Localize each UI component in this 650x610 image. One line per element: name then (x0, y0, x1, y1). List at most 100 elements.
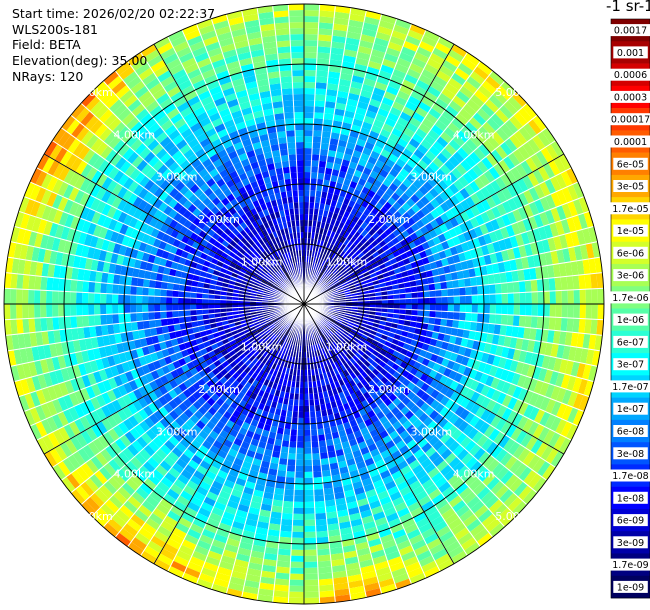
ppi-cell (202, 293, 209, 299)
ppi-cell (70, 315, 78, 329)
ppi-cell (517, 415, 529, 430)
ppi-cell (505, 170, 518, 184)
ppi-cell (358, 277, 366, 283)
ppi-cell (284, 336, 290, 343)
ppi-cell (470, 205, 481, 217)
ppi-cell (25, 245, 35, 261)
ppi-cell (533, 380, 544, 395)
ppi-cell (179, 322, 187, 331)
ppi-cell (232, 307, 239, 312)
ppi-cell (238, 541, 253, 551)
ppi-cell (339, 410, 347, 419)
ppi-cell (429, 399, 440, 410)
ppi-cell (392, 177, 403, 188)
ppi-cell (454, 262, 463, 272)
ppi-cell (319, 403, 327, 411)
ppi-cell (443, 468, 457, 482)
ppi-cell (337, 315, 344, 320)
ppi-cell (324, 316, 330, 321)
ppi-cell (25, 215, 36, 232)
ppi-cell (375, 31, 392, 42)
ppi-cell (277, 358, 283, 366)
ppi-cell (550, 343, 559, 358)
ppi-cell (68, 392, 80, 407)
ppi-cell (469, 71, 486, 85)
ppi-cell (444, 248, 453, 258)
ppi-cell (583, 211, 594, 228)
ppi-cell (434, 42, 451, 55)
ppi-cell (243, 349, 251, 357)
ppi-cell (477, 468, 492, 483)
ppi-cell (124, 322, 133, 333)
ppi-cell (31, 216, 42, 233)
ppi-cell (533, 184, 546, 200)
ppi-cell (396, 323, 404, 331)
ppi-cell (370, 124, 383, 135)
ppi-cell (364, 457, 375, 467)
ppi-cell (264, 359, 271, 367)
ppi-cell (350, 253, 358, 260)
ppi-cell (457, 532, 474, 546)
ppi-cell (269, 462, 279, 470)
ppi-cell (266, 437, 276, 445)
ppi-cell (304, 208, 310, 215)
ppi-cell (53, 264, 62, 279)
ppi-cell (579, 289, 586, 304)
ppi-cell (371, 251, 380, 259)
ppi-cell (324, 107, 335, 115)
ppi-cell (196, 287, 204, 294)
ppi-cell (449, 217, 460, 228)
ppi-cell (319, 148, 329, 156)
ppi-cell (347, 506, 360, 516)
ppi-cell (290, 549, 304, 556)
ppi-cell (63, 394, 74, 409)
ppi-cell (122, 202, 133, 215)
ppi-cell (367, 254, 375, 262)
ppi-cell (96, 421, 108, 435)
ppi-cell (119, 223, 129, 236)
ppi-cell (79, 206, 91, 221)
ppi-cell (487, 323, 495, 335)
ppi-cell (422, 416, 434, 428)
ppi-cell (126, 518, 142, 533)
ppi-cell (480, 332, 488, 343)
ppi-cell (122, 447, 135, 461)
ppi-cell (167, 252, 176, 262)
ppi-cell (284, 422, 292, 430)
ppi-cell (497, 261, 506, 274)
ppi-cell (145, 225, 155, 236)
ppi-cell (277, 548, 292, 556)
ppi-cell (327, 364, 334, 372)
ppi-cell (346, 323, 354, 329)
ppi-cell (74, 418, 86, 433)
ppi-cell (288, 441, 297, 448)
ppi-cell (244, 579, 260, 589)
ppi-cell (335, 345, 342, 353)
ppi-cell (313, 488, 325, 496)
ppi-cell (531, 304, 538, 317)
ppi-cell (385, 550, 401, 561)
ppi-cell (330, 174, 339, 183)
ppi-cell (537, 304, 544, 317)
ppi-cell (504, 473, 519, 489)
ppi-cell (10, 226, 21, 243)
ppi-cell (483, 169, 496, 184)
ppi-cell (279, 333, 285, 340)
ppi-cell (124, 304, 131, 314)
ppi-cell (250, 438, 260, 447)
ppi-cell (214, 312, 222, 319)
ppi-cell (252, 432, 262, 441)
ppi-cell (106, 389, 117, 403)
ppi-cell (107, 476, 122, 491)
ppi-cell (252, 458, 263, 467)
ppi-cell (199, 534, 214, 545)
ppi-cell (265, 541, 279, 549)
ppi-cell (175, 549, 192, 562)
ppi-cell (208, 304, 215, 310)
ppi-cell (184, 285, 192, 293)
ppi-cell (388, 132, 400, 143)
ppi-cell (398, 545, 414, 557)
ppi-cell (327, 149, 337, 158)
ppi-cell (214, 294, 221, 300)
ppi-cell (365, 161, 375, 171)
